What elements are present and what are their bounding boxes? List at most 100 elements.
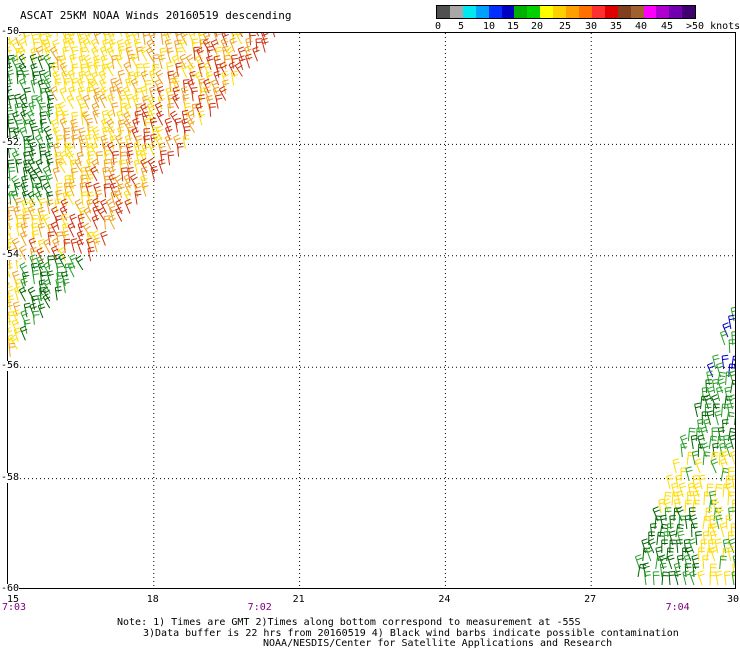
wind-barb <box>99 93 107 109</box>
wind-barb <box>727 491 735 506</box>
wind-barb <box>62 33 66 39</box>
wind-barb <box>108 205 117 221</box>
wind-barb <box>23 319 31 334</box>
colorbar-segment <box>591 6 605 18</box>
wind-barb <box>124 198 132 214</box>
wind-barb <box>680 442 688 458</box>
wind-barb <box>733 416 735 426</box>
wind-barb <box>727 467 735 482</box>
wind-barb <box>111 54 119 70</box>
wind-barb <box>706 483 714 498</box>
longitude-tick-label: 15 <box>6 594 20 605</box>
wind-barb <box>140 46 148 62</box>
wind-barb <box>160 150 167 165</box>
wind-barb <box>50 221 59 237</box>
wind-barb <box>652 506 660 522</box>
wind-barb <box>30 78 38 94</box>
wind-barb <box>91 214 100 230</box>
wind-barb <box>733 363 735 371</box>
wind-barb <box>150 166 159 181</box>
wind-barb <box>167 102 175 118</box>
wind-barb <box>8 181 11 197</box>
wind-barb <box>107 33 116 46</box>
wind-barb <box>31 125 39 141</box>
wind-barb <box>714 410 722 426</box>
wind-barb <box>20 222 29 238</box>
wind-barb <box>8 69 14 85</box>
wind-barb <box>727 546 735 562</box>
colorbar-segment <box>501 6 515 18</box>
wind-barb <box>684 499 692 514</box>
wind-barb <box>114 174 123 190</box>
colorbar-segment <box>449 6 463 18</box>
wind-barb <box>729 370 735 386</box>
wind-barb <box>238 55 246 71</box>
colorbar-segment <box>669 6 683 18</box>
colorbar-segment <box>527 6 541 18</box>
wind-barb <box>22 271 30 287</box>
wind-barb <box>28 149 37 165</box>
colorbar-segment <box>578 6 592 18</box>
wind-barb <box>39 118 47 133</box>
wind-barb <box>685 466 693 482</box>
wind-barb <box>149 86 157 101</box>
wind-barb <box>237 46 246 62</box>
wind-barb <box>8 103 12 118</box>
wind-barb <box>675 523 684 538</box>
wind-barb <box>123 189 132 205</box>
wind-barb <box>133 71 142 87</box>
wind-barb <box>100 54 109 70</box>
wind-barb <box>62 278 70 294</box>
wind-barb <box>669 539 677 554</box>
wind-barb <box>107 126 116 141</box>
wind-barb <box>67 222 76 238</box>
colorbar-segment <box>630 6 644 18</box>
wind-barb <box>53 142 61 158</box>
note-line-1: Note: 1) Times are GMT 2)Times along bot… <box>117 617 581 628</box>
wind-barb <box>37 54 45 70</box>
wind-barb-map <box>8 33 735 588</box>
colorbar-tick-label: 35 <box>609 21 623 32</box>
wind-barb <box>130 53 139 69</box>
wind-barb <box>167 151 175 166</box>
wind-barb <box>179 38 187 54</box>
wind-barb <box>272 33 276 38</box>
wind-barb <box>11 270 20 286</box>
wind-barb <box>701 442 709 458</box>
wind-barb <box>126 33 130 38</box>
wind-barb <box>46 191 54 206</box>
wind-barb <box>209 102 216 117</box>
wind-barb <box>54 286 62 301</box>
colorbar-segment <box>514 6 528 18</box>
wind-barb <box>694 458 703 474</box>
wind-barb <box>67 69 76 85</box>
wind-barb <box>692 499 701 514</box>
wind-barb <box>700 539 708 554</box>
wind-barb <box>27 286 36 302</box>
wind-barb <box>666 474 674 490</box>
wind-barb <box>722 538 730 554</box>
wind-barb <box>18 77 27 93</box>
wind-barb <box>188 33 196 45</box>
colorbar-segment <box>617 6 631 18</box>
wind-barb <box>109 134 117 150</box>
wind-barb <box>734 356 735 362</box>
wind-barb <box>663 531 671 546</box>
wind-barb <box>37 222 46 238</box>
wind-barb <box>90 166 98 182</box>
wind-barb <box>91 158 100 174</box>
wind-barb <box>712 442 720 458</box>
wind-barb <box>133 141 141 157</box>
wind-barb <box>150 133 158 149</box>
wind-barb <box>37 303 46 319</box>
wind-barb <box>46 199 54 215</box>
wind-barb <box>8 166 16 181</box>
wind-barb <box>695 531 703 546</box>
wind-barb <box>23 143 31 158</box>
wind-barb <box>213 55 221 70</box>
wind-barb <box>33 38 40 53</box>
wind-barb <box>19 262 27 278</box>
wind-barb <box>235 33 243 45</box>
wind-barb <box>29 53 38 69</box>
wind-barb <box>52 166 61 182</box>
